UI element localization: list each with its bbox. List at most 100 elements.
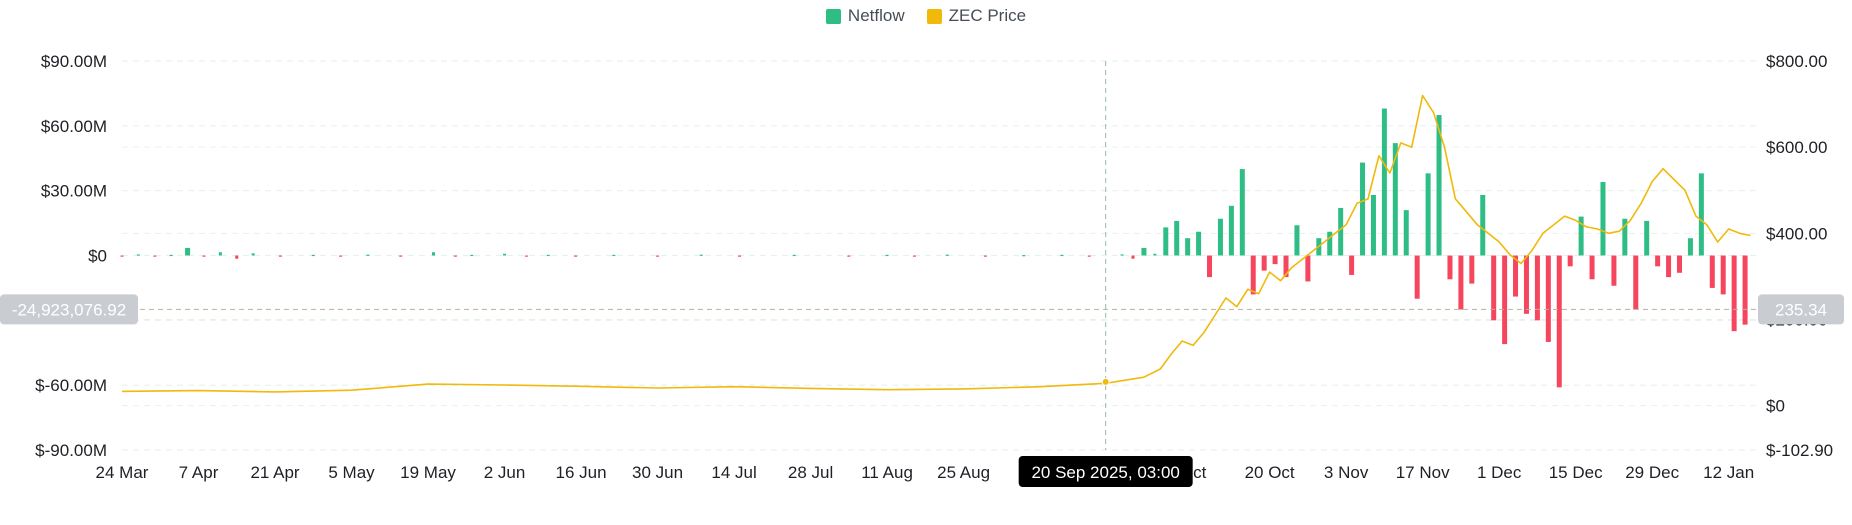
netflow-bar xyxy=(1022,255,1026,257)
netflow-bar xyxy=(311,254,315,257)
netflow-bar xyxy=(1239,169,1245,256)
netflow-bar xyxy=(1567,255,1573,267)
netflow-bar xyxy=(1207,255,1213,278)
netflow-bar xyxy=(218,252,222,256)
left-axis-tick-label: $-90.00M xyxy=(35,441,107,460)
netflow-bar xyxy=(524,255,528,257)
legend-item-zec-price[interactable]: ZEC Price xyxy=(926,6,1026,26)
netflow-bar xyxy=(1698,173,1704,256)
x-axis-tick-label: 28 Jul xyxy=(788,463,833,482)
legend-swatch-zec-price xyxy=(926,8,942,24)
netflow-bar xyxy=(1545,255,1551,342)
netflow-bar xyxy=(153,255,157,257)
netflow-bar xyxy=(1556,255,1562,388)
netflow-bar xyxy=(912,255,916,257)
right-axis-tick-label: $0 xyxy=(1766,397,1785,416)
x-axis-tick-label: 24 Mar xyxy=(96,463,149,482)
crosshair-left-badge xyxy=(0,294,138,325)
crosshair-left-label: -24,923,076.92 xyxy=(12,300,126,319)
x-axis-tick-label: 5 May xyxy=(328,463,375,482)
right-axis-tick-label: $-102.90 xyxy=(1766,441,1833,460)
right-axis-tick-label: $600.00 xyxy=(1766,138,1827,157)
netflow-bar xyxy=(1294,225,1300,256)
netflow-bar xyxy=(1196,231,1202,256)
price-line xyxy=(121,94,1751,393)
netflow-bar xyxy=(1655,255,1661,267)
netflow-bar xyxy=(339,255,343,257)
netflow-bar xyxy=(1228,205,1234,256)
netflow-bar xyxy=(1120,254,1124,256)
x-axis-tick-label: 1 Dec xyxy=(1477,463,1522,482)
netflow-bar xyxy=(366,254,370,256)
left-axis-tick-label: $60.00M xyxy=(41,117,107,136)
right-axis-tick-label: $800.00 xyxy=(1766,52,1827,71)
netflow-bar xyxy=(470,254,474,257)
netflow-bar xyxy=(738,255,742,257)
netflow-bar xyxy=(136,254,140,256)
x-axis-tick-label: 16 Jun xyxy=(556,463,607,482)
crosshair-date-label: 20 Sep 2025, 03:00 xyxy=(1031,463,1179,482)
netflow-bar xyxy=(1174,220,1180,256)
netflow-bar xyxy=(612,254,616,257)
left-axis-tick-label: $-60.00M xyxy=(35,376,107,395)
netflow-bar xyxy=(1403,210,1409,256)
netflow-bar xyxy=(1283,255,1289,278)
netflow-bar xyxy=(1469,255,1475,284)
netflow-bar xyxy=(1534,255,1540,321)
netflow-bar xyxy=(1272,255,1278,265)
left-axis-tick-label: $90.00M xyxy=(41,52,107,71)
netflow-bar xyxy=(656,255,660,257)
netflow-bar xyxy=(1261,255,1267,271)
netflow-bar xyxy=(1381,108,1387,256)
x-axis-tick-label: 11 Aug xyxy=(861,463,913,482)
netflow-bar xyxy=(1141,247,1147,256)
netflow-bar xyxy=(1709,255,1715,288)
netflow-bar xyxy=(1425,173,1431,256)
legend-item-netflow[interactable]: Netflow xyxy=(825,6,905,26)
legend-label-netflow: Netflow xyxy=(847,6,905,25)
x-axis-tick-label: 12 Jan xyxy=(1703,463,1754,482)
netflow-bar xyxy=(1513,255,1519,297)
crosshair-right-badge xyxy=(1758,294,1844,325)
netflow-bar xyxy=(1611,255,1617,286)
netflow-bar xyxy=(792,254,796,257)
x-axis-tick-label: 7 Apr xyxy=(179,463,219,482)
netflow-bar xyxy=(1523,255,1529,314)
netflow-bar xyxy=(1131,255,1135,259)
netflow-bar xyxy=(1436,115,1442,256)
netflow-bar xyxy=(1676,255,1682,273)
crosshair-point xyxy=(1101,377,1110,386)
legend: Netflow ZEC Price xyxy=(0,6,1852,26)
netflow-bar xyxy=(1250,255,1256,295)
netflow-bar xyxy=(1480,194,1486,256)
netflow-bar xyxy=(1087,255,1091,257)
netflow-bar xyxy=(1578,216,1584,256)
netflow-bar xyxy=(185,247,191,256)
netflow-bar xyxy=(885,254,889,257)
x-axis-tick-label: 14 Jul xyxy=(711,463,756,482)
netflow-bar xyxy=(169,254,173,257)
netflow-bar xyxy=(202,255,206,257)
netflow-bar xyxy=(1720,255,1726,295)
x-axis-tick-label: 29 Dec xyxy=(1625,463,1679,482)
left-axis-tick-label: $0 xyxy=(88,247,107,266)
netflow-bar xyxy=(1349,255,1355,275)
netflow-bar xyxy=(1338,207,1344,256)
netflow-bar xyxy=(1060,254,1064,257)
netflow-bar xyxy=(1622,218,1628,256)
netflow-bar xyxy=(399,255,403,257)
netflow-bar xyxy=(1217,218,1223,256)
x-axis-tick-label: 30 Jun xyxy=(632,463,683,482)
netflow-bar xyxy=(120,255,124,257)
x-axis-tick-label: 20 Oct xyxy=(1245,463,1295,482)
netflow-bar xyxy=(1360,162,1366,256)
netflow-bar xyxy=(453,255,457,257)
netflow-bar xyxy=(1447,255,1453,280)
netflow-bar xyxy=(1731,255,1737,332)
netflow-bar xyxy=(1687,238,1693,256)
netflow-bar xyxy=(1666,255,1672,278)
netflow-bar xyxy=(847,255,851,257)
netflow-bar xyxy=(1163,227,1169,256)
